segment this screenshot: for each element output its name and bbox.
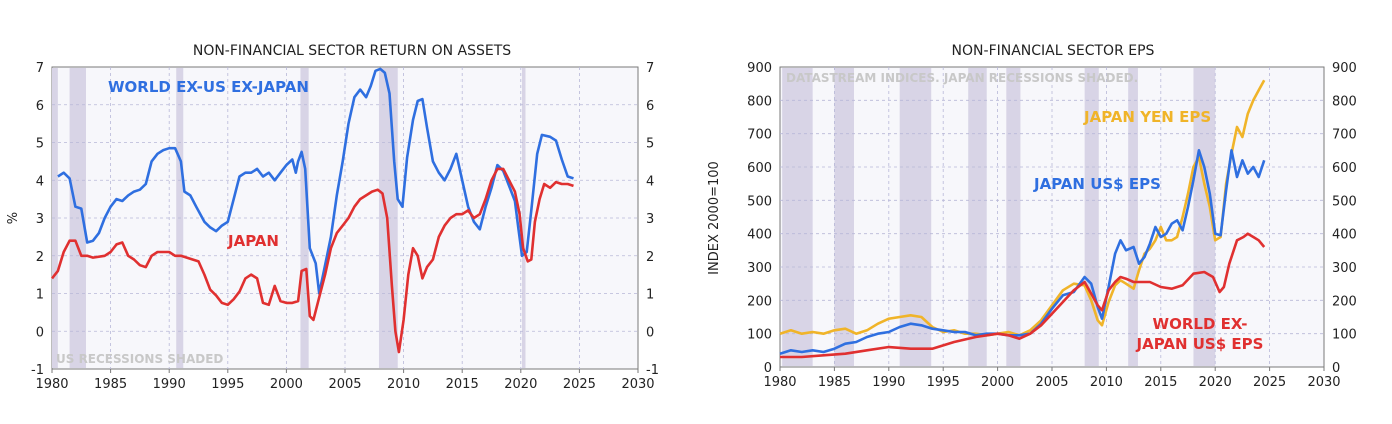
roa-series-label-japan: JAPAN [227, 232, 279, 250]
eps-series-label-usd: JAPAN US$ EPS [1033, 175, 1161, 193]
eps-x-tick-label: 2030 [1307, 375, 1340, 390]
roa-y-tick-label-right: 2 [646, 250, 654, 265]
roa-x-tick-label: 1980 [35, 377, 68, 392]
eps-y-tick-label-left: 600 [747, 161, 772, 176]
eps-y-tick-label-right: 800 [1332, 94, 1357, 109]
roa-y-tick-label-left: 1 [36, 288, 44, 303]
roa-recession-band [521, 68, 526, 368]
eps-recession-band [968, 68, 987, 366]
eps-x-tick-label: 1985 [818, 375, 851, 390]
roa-chart: NON-FINANCIAL SECTOR RETURN ON ASSETS 19… [6, 43, 659, 392]
roa-y-tick-label-right: 6 [646, 99, 654, 114]
eps-y-tick-label-right: 0 [1332, 361, 1340, 376]
eps-y-tick-label-right: 200 [1332, 294, 1357, 309]
eps-series-line-0 [779, 79, 1266, 337]
eps-chart: NON-FINANCIAL SECTOR EPS 1980 1985 1990 199… [707, 43, 1357, 390]
eps-y-tick-label-left: 100 [747, 328, 772, 343]
eps-recession-band [782, 68, 813, 366]
eps-note: DATASTREAM INDICES. JAPAN RECESSIONS SHA… [786, 71, 1138, 85]
eps-series [779, 79, 1266, 359]
eps-y-tick-label-left: 0 [764, 361, 772, 376]
eps-y-tick-label-right: 100 [1332, 328, 1357, 343]
roa-y-tick-label-right: 0 [646, 325, 654, 340]
eps-x-axis: 1980 1985 1990 1995 2000 2005 2010 2015 2020 2025… [763, 367, 1341, 390]
roa-y-tick-label-left: 5 [36, 137, 44, 152]
roa-x-tick-label: 2030 [621, 377, 654, 392]
roa-x-tick-label: 1995 [211, 377, 244, 392]
eps-series-label-world-line1: WORLD EX- [1153, 315, 1248, 333]
eps-y-tick-label-left: 800 [747, 94, 772, 109]
roa-x-tick-label: 2015 [446, 377, 479, 392]
eps-y-tick-label-left: 500 [747, 194, 772, 209]
eps-x-tick-label: 1990 [872, 375, 905, 390]
roa-y-tick-label-right: 4 [646, 174, 654, 189]
roa-gridlines [52, 67, 638, 369]
roa-y-tick-label-left: 6 [36, 99, 44, 114]
roa-x-axis: 1980 1985 1990 1995 2000 2005 2010 2015 2020 2025… [35, 369, 655, 392]
eps-recession-bands [782, 68, 1216, 366]
roa-x-tick-label: 2025 [563, 377, 596, 392]
eps-series-line-2 [780, 232, 1266, 359]
eps-y-tick-label-right: 700 [1332, 128, 1357, 143]
roa-x-tick-label: 2005 [328, 377, 361, 392]
eps-y-tick-label-right: 900 [1332, 61, 1357, 76]
eps-series-label-yen: JAPAN YEN EPS [1083, 108, 1211, 126]
roa-chart-title: NON-FINANCIAL SECTOR RETURN ON ASSETS [193, 43, 511, 59]
eps-x-tick-label: 2025 [1253, 375, 1286, 390]
eps-y-tick-label-right: 500 [1332, 194, 1357, 209]
roa-series [50, 67, 574, 354]
eps-recession-band [834, 68, 854, 366]
roa-note: US RECESSIONS SHADED [56, 352, 223, 366]
roa-x-tick-label: 2020 [504, 377, 537, 392]
eps-y-axis-label: INDEX 2000=100 [707, 161, 722, 275]
roa-y-tick-label-left: 3 [36, 212, 44, 227]
roa-x-tick-label: 1990 [153, 377, 186, 392]
roa-y-tick-label-right: -1 [646, 363, 659, 378]
roa-y-tick-label-left: -1 [31, 363, 44, 378]
roa-y-axis-label: % [6, 212, 21, 224]
roa-right-y-axis: -1 0 1 2 3 4 5 6 7 [646, 61, 659, 378]
eps-y-tick-label-left: 700 [747, 128, 772, 143]
eps-recession-band [1006, 68, 1021, 366]
roa-left-y-axis: -1 0 1 2 3 4 5 6 7 [31, 61, 44, 378]
eps-gridlines [780, 67, 1324, 367]
roa-y-tick-label-right: 5 [646, 137, 654, 152]
roa-x-tick-label: 2000 [270, 377, 303, 392]
eps-x-tick-label: 1980 [763, 375, 796, 390]
eps-y-tick-label-right: 300 [1332, 261, 1357, 276]
eps-y-tick-label-right: 400 [1332, 228, 1357, 243]
eps-right-y-axis: 0 100 200 300 400 500 600 700 800 900 [1332, 61, 1357, 376]
eps-series-label-world-line2: JAPAN US$ EPS [1136, 335, 1264, 353]
eps-y-tick-label-left: 300 [747, 261, 772, 276]
roa-y-tick-label-right: 3 [646, 212, 654, 227]
eps-y-tick-label-left: 900 [747, 61, 772, 76]
roa-series-label-world: WORLD EX-US EX-JAPAN [108, 78, 309, 96]
roa-x-tick-label: 2010 [387, 377, 420, 392]
eps-x-tick-label: 2000 [981, 375, 1014, 390]
eps-x-tick-label: 2010 [1090, 375, 1123, 390]
roa-y-tick-label-right: 7 [646, 61, 654, 76]
roa-y-tick-label-right: 1 [646, 288, 654, 303]
eps-y-tick-label-right: 600 [1332, 161, 1357, 176]
roa-x-tick-label: 1985 [94, 377, 127, 392]
eps-x-tick-label: 2020 [1199, 375, 1232, 390]
roa-y-tick-label-left: 2 [36, 250, 44, 265]
eps-left-y-axis: 0 100 200 300 400 500 600 700 800 900 [747, 61, 772, 376]
eps-y-tick-label-left: 200 [747, 294, 772, 309]
eps-recession-band [1128, 68, 1138, 366]
eps-chart-title: NON-FINANCIAL SECTOR EPS [952, 43, 1155, 59]
roa-series-line-1 [50, 167, 574, 354]
eps-x-tick-label: 2015 [1144, 375, 1177, 390]
eps-y-tick-label-left: 400 [747, 228, 772, 243]
eps-recession-band [1193, 68, 1216, 366]
eps-x-tick-label: 2005 [1035, 375, 1068, 390]
roa-y-tick-label-left: 0 [36, 325, 44, 340]
roa-y-tick-label-left: 7 [36, 61, 44, 76]
roa-y-tick-label-left: 4 [36, 174, 44, 189]
eps-x-tick-label: 1995 [927, 375, 960, 390]
